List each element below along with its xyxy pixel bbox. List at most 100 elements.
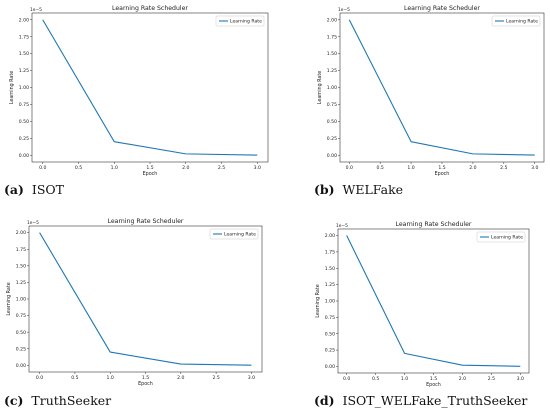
chart-d-ytick-label: 0.25 (325, 348, 335, 354)
chart-c-ytick-label: 2.00 (16, 230, 26, 236)
chart-d-ytick-label: 2.00 (325, 233, 335, 239)
chart-c-legend-box (209, 228, 259, 240)
chart-d-ytick-label: 1.50 (325, 266, 335, 272)
chart-a-series-line (42, 19, 258, 156)
chart-d-xtick-label: 2.0 (459, 376, 466, 382)
chart-a-legend: Learning Rate (215, 15, 265, 27)
chart-b-offset-label: 1e−5 (338, 7, 350, 13)
chart-d-legend-label: Learning Rate (491, 235, 523, 241)
chart-d-offset-label: 1e−5 (336, 223, 348, 229)
caption-b: (b) WELFake (314, 182, 403, 197)
chart-d-series-line (346, 235, 521, 367)
caption-a: (a) ISOT (4, 182, 64, 197)
chart-a-title: Learning Rate Scheduler (112, 5, 188, 12)
chart-c-ytick-label: 1.75 (16, 247, 26, 253)
chart-a-xtick-label: 3.0 (254, 165, 261, 171)
chart-d-xtick-label: 0.5 (372, 376, 379, 382)
chart-b-xtick-label: 2.0 (469, 165, 476, 171)
chart-b-xtick-label: 2.5 (500, 165, 507, 171)
chart-c-series-line (39, 232, 252, 366)
chart-b-xtick-label: 1.5 (438, 165, 445, 171)
chart-b-ytick-label: 1.25 (327, 68, 337, 74)
chart-a-legend-label: Learning Rate (230, 19, 262, 25)
caption-d: (d) ISOT_WELFake_TruthSeeker (314, 393, 527, 408)
chart-a-xtick-label: 2.0 (182, 165, 189, 171)
chart-b-ytick-label: 2.00 (327, 17, 337, 23)
chart-c-frame (28, 225, 263, 373)
chart-c-xtick-label: 0.5 (71, 375, 78, 381)
chart-c-ylabel: Learning Rate (6, 282, 12, 315)
chart-b-legend: Learning Rate (491, 15, 541, 27)
chart-d-xtick-label: 1.0 (401, 376, 408, 382)
chart-b-legend-label: Learning Rate (506, 19, 538, 25)
chart-a-xtick-label: 0.0 (39, 165, 46, 171)
chart-d-xlabel: Epoch (426, 382, 441, 388)
chart-d-ytick-label: 0.00 (325, 364, 335, 370)
chart-b-ytick-label: 1.00 (327, 85, 337, 91)
caption-c-text: TruthSeeker (31, 393, 112, 408)
chart-b-ytick-label: 0.00 (327, 153, 337, 159)
chart-a-ytick-label: 1.25 (19, 68, 29, 74)
chart-d-ytick-label: 0.50 (325, 331, 335, 337)
chart-b-ytick-label: 1.50 (327, 51, 337, 57)
chart-b-ytick-label: 0.75 (327, 102, 337, 108)
chart-a-ytick-label: 1.00 (19, 85, 29, 91)
chart-c-ytick-label: 0.50 (16, 330, 26, 336)
chart-c-ytick-label: 1.25 (16, 280, 26, 286)
chart-a-ytick-label: 0.75 (19, 102, 29, 108)
chart-b: 0.0 0.5 1.0 1.5 2.0 2.5 3.0 0.00 0.25 0.50 0.75 1.0… (317, 5, 545, 177)
chart-a-xlabel: Epoch (143, 171, 158, 177)
chart-c-ytick-label: 1.50 (16, 263, 26, 269)
caption-b-text: WELFake (342, 182, 404, 197)
chart-d-ytick-label: 1.00 (325, 299, 335, 305)
chart-b-ytick-label: 0.50 (327, 119, 337, 125)
chart-b-xtick-label: 3.0 (531, 165, 538, 171)
chart-a-ytick-label: 0.50 (19, 119, 29, 125)
chart-c-offset-label: 1e−5 (27, 220, 39, 226)
chart-c: 0.0 0.5 1.0 1.5 2.0 2.5 3.0 0.00 0.25 0.50 0.75 1.0… (6, 218, 263, 387)
chart-c-title: Learning Rate Scheduler (108, 218, 184, 225)
chart-d-ytick-label: 1.25 (325, 282, 335, 288)
caption-a-label: (a) (4, 182, 24, 197)
chart-c-xtick-label: 3.0 (248, 375, 255, 381)
chart-c-xtick-label: 1.5 (142, 375, 149, 381)
caption-c-label: (c) (4, 393, 24, 408)
chart-a-ylabel: Learning Rate (9, 71, 15, 104)
chart-b-xtick-label: 0.0 (346, 165, 353, 171)
chart-c-xtick-label: 1.0 (107, 375, 114, 381)
chart-a-legend-box (215, 15, 265, 27)
chart-d-ytick-label: 1.75 (325, 250, 335, 256)
chart-c-legend-label: Learning Rate (224, 232, 256, 238)
chart-b-ytick-label: 0.25 (327, 136, 337, 142)
chart-b-xtick-label: 1.0 (407, 165, 414, 171)
chart-b-legend-box (491, 15, 541, 27)
chart-a: 0.0 0.5 1.0 1.5 2.0 2.5 3.0 0.00 0.25 0.50 0.75 1.0… (9, 5, 269, 177)
chart-b-series-line (348, 19, 535, 156)
chart-d-xtick-label: 2.5 (488, 376, 495, 382)
chart-a-xtick-label: 0.5 (75, 165, 82, 171)
chart-c-xtick-label: 2.0 (177, 375, 184, 381)
chart-c-ytick-label: 1.00 (16, 297, 26, 303)
chart-a-xtick-label: 1.5 (146, 165, 153, 171)
caption-b-label: (b) (314, 182, 335, 197)
chart-a-ytick-label: 2.00 (19, 17, 29, 23)
chart-c-ytick-label: 0.25 (16, 346, 26, 352)
chart-a-ytick-label: 0.25 (19, 136, 29, 142)
caption-c: (c) TruthSeeker (4, 393, 111, 408)
caption-d-text: ISOT_WELFake_TruthSeeker (342, 393, 528, 408)
chart-d-xtick-label: 3.0 (517, 376, 524, 382)
caption-a-text: ISOT (31, 182, 64, 197)
chart-c-xtick-label: 0.0 (36, 375, 43, 381)
chart-a-frame (31, 12, 269, 163)
chart-b-title: Learning Rate Scheduler (404, 5, 480, 12)
chart-c-ytick-label: 0.75 (16, 313, 26, 319)
chart-d-ytick-label: 0.75 (325, 315, 335, 321)
chart-a-xtick-label: 1.0 (111, 165, 118, 171)
chart-d-legend-box (476, 231, 526, 243)
chart-b-frame (339, 12, 545, 163)
chart-a-ytick-label: 1.75 (19, 34, 29, 40)
chart-d-xtick-label: 1.5 (430, 376, 437, 382)
chart-b-ylabel: Learning Rate (317, 71, 323, 104)
chart-a-xtick-label: 2.5 (218, 165, 225, 171)
